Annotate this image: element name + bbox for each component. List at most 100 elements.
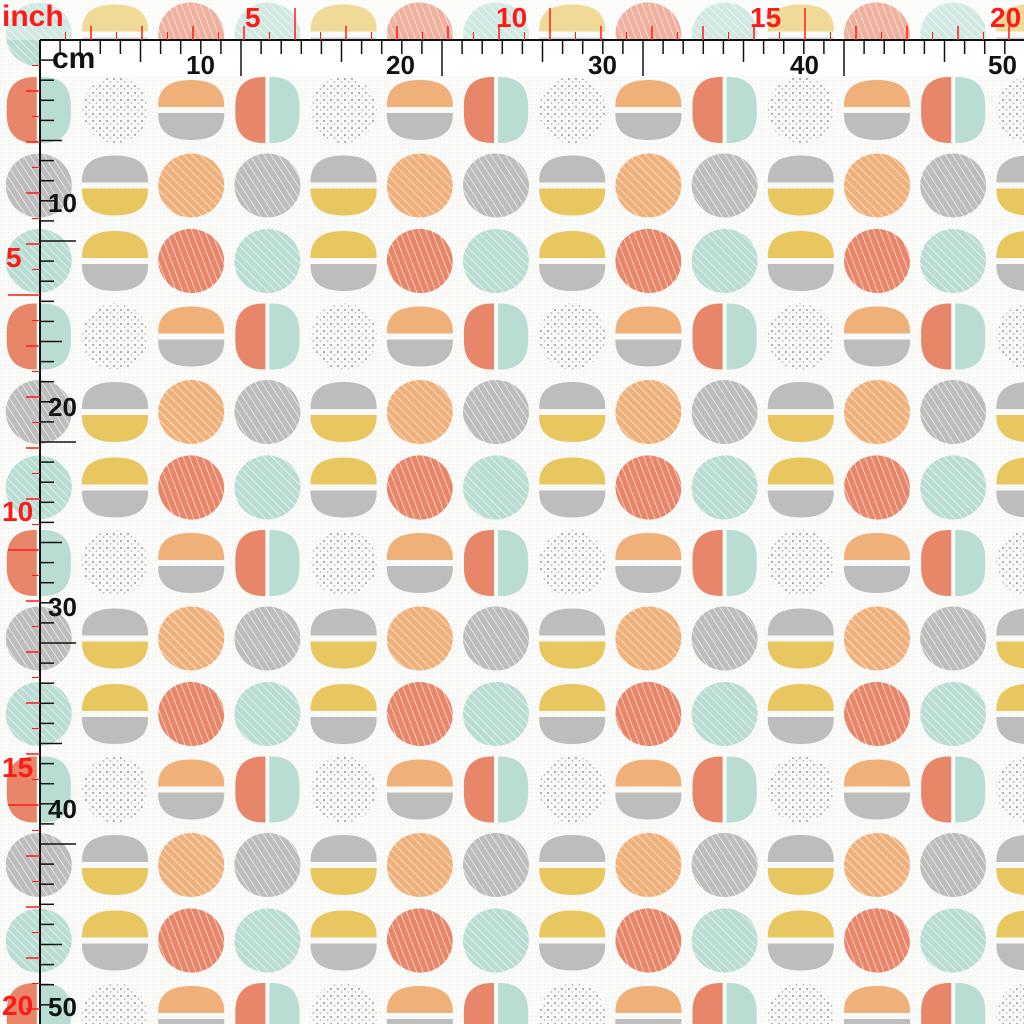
motif-mustard-over-gray (539, 684, 606, 744)
motif-gray-over-mustard (996, 382, 1024, 442)
motif-coral-mint-split (235, 756, 300, 823)
motif-striped-mint (691, 681, 758, 747)
motif-striped-orange (158, 606, 225, 671)
motif-striped-gray (463, 606, 529, 671)
motif-orange-over-gray (843, 986, 911, 1024)
motif-mustard-over-gray (996, 684, 1024, 744)
motif-dotted-circle (767, 756, 834, 823)
motif-mustard-over-gray (767, 910, 834, 971)
motif-dotted-circle (539, 303, 606, 370)
motif-striped-mint (463, 908, 529, 973)
motif-dotted-circle (82, 303, 148, 370)
motif-orange-over-gray (386, 533, 453, 593)
motif-striped-coral (844, 455, 910, 520)
motif-striped-orange (386, 153, 453, 218)
motif-striped-mint (920, 455, 987, 520)
motif-striped-orange (615, 153, 682, 218)
motif-dotted-circle (539, 983, 606, 1024)
motif-striped-gray (234, 153, 301, 218)
motif-gray-over-mustard (310, 155, 377, 216)
motif-orange-over-gray (158, 533, 225, 593)
motif-coral-mint-split (235, 76, 300, 144)
motif-dotted-circle (767, 530, 834, 596)
motif-dotted-circle (310, 983, 377, 1024)
motif-dotted-circle (996, 530, 1024, 596)
motif-striped-mint (463, 228, 529, 294)
motif-coral-mint-split (235, 529, 300, 597)
motif-striped-coral (844, 908, 910, 973)
motif-striped-orange (615, 606, 682, 671)
motif-mustard-over-gray (767, 457, 834, 518)
motif-dotted-circle (767, 303, 834, 370)
motif-dotted-circle (767, 983, 834, 1024)
motif-striped-gray (234, 606, 301, 671)
motif-gray-over-mustard (539, 382, 606, 442)
top-cm-band (40, 40, 1024, 76)
motif-coral-mint-split (921, 529, 986, 597)
motif-orange-over-gray (158, 986, 225, 1024)
motif-dotted-circle (767, 77, 834, 143)
motif-striped-orange (386, 832, 453, 898)
motif-dotted-circle (996, 756, 1024, 823)
motif-striped-mint (5, 455, 72, 520)
motif-striped-mint (234, 681, 301, 747)
motif-striped-gray (691, 832, 758, 898)
motif-striped-coral (844, 681, 910, 747)
motif-dotted-circle (996, 303, 1024, 370)
motif-coral-mint-split (921, 303, 986, 370)
top-inch-band (0, 0, 1024, 40)
motif-striped-gray (234, 379, 301, 445)
motif-striped-coral (386, 908, 453, 973)
motif-striped-mint (234, 228, 301, 294)
motif-striped-orange (386, 606, 453, 671)
motif-striped-gray (920, 606, 987, 671)
motif-dotted-circle (82, 756, 148, 823)
motif-orange-over-gray (843, 533, 911, 593)
motif-gray-over-mustard (310, 835, 377, 895)
motif-striped-mint (463, 455, 529, 520)
motif-mustard-over-gray (81, 231, 149, 291)
motif-dotted-circle (539, 77, 606, 143)
motif-dotted-circle (310, 77, 377, 143)
motif-striped-coral (615, 455, 682, 520)
motif-striped-mint (5, 681, 72, 747)
motif-orange-over-gray (615, 80, 682, 140)
motif-gray-over-mustard (996, 155, 1024, 216)
motif-coral-mint-split (6, 303, 71, 370)
motif-mustard-over-gray (310, 231, 377, 291)
motif-mustard-over-gray (310, 457, 377, 518)
motif-coral-mint-split (463, 76, 529, 144)
motif-striped-orange (386, 379, 453, 445)
motif-gray-over-mustard (310, 608, 377, 669)
motif-gray-over-mustard (996, 835, 1024, 895)
motif-orange-over-gray (386, 306, 453, 367)
motif-striped-mint (5, 228, 72, 294)
motif-orange-over-gray (158, 759, 225, 820)
motif-mustard-over-gray (539, 231, 606, 291)
motif-coral-mint-split (692, 756, 757, 823)
motif-striped-orange (158, 832, 225, 898)
motif-orange-over-gray (386, 986, 453, 1024)
motif-coral-mint-split (921, 982, 986, 1024)
motif-orange-over-gray (843, 759, 911, 820)
motif-striped-coral (158, 455, 225, 520)
motif-mustard-over-gray (996, 231, 1024, 291)
motif-mustard-over-gray (539, 910, 606, 971)
motif-dotted-circle (996, 983, 1024, 1024)
motif-striped-gray (691, 606, 758, 671)
motif-gray-over-mustard (996, 608, 1024, 669)
motif-striped-mint (5, 908, 72, 973)
motif-gray-over-mustard (539, 835, 606, 895)
motif-striped-gray (463, 832, 529, 898)
motif-coral-mint-split (6, 756, 71, 823)
motif-coral-mint-split (6, 529, 71, 597)
motif-striped-orange (158, 379, 225, 445)
motif-gray-over-mustard (767, 835, 834, 895)
motif-orange-over-gray (615, 306, 682, 367)
motif-gray-over-mustard (539, 608, 606, 669)
motif-striped-coral (386, 228, 453, 294)
motif-striped-gray (463, 379, 529, 445)
motif-coral-mint-split (463, 303, 529, 370)
motif-striped-coral (615, 908, 682, 973)
